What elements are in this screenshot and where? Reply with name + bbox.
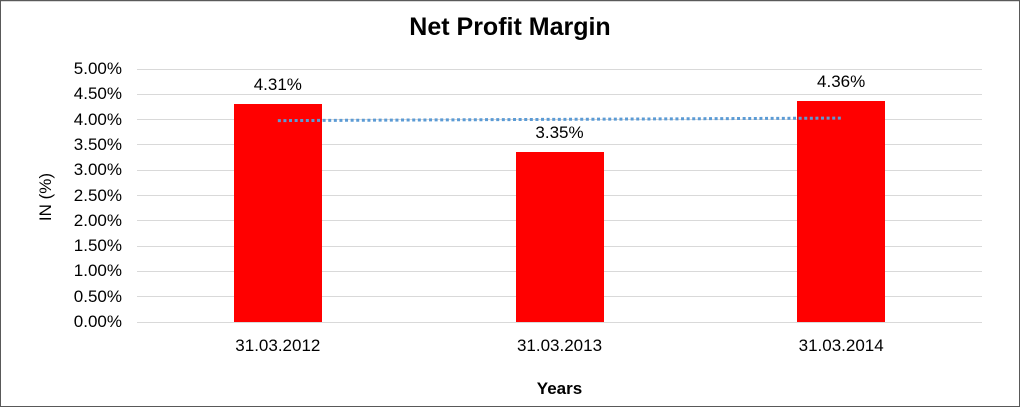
x-axis-title: Years	[536, 379, 583, 398]
y-tick-label: 0.00%	[73, 312, 122, 331]
gridline	[137, 68, 982, 70]
y-tick-label: 3.00%	[73, 160, 122, 180]
x-category-label: 31.03.2012	[235, 336, 321, 355]
bar	[515, 152, 604, 322]
chart-title: Net Profit Margin	[409, 13, 611, 41]
y-tick-label: 4.50%	[73, 84, 122, 104]
bar	[233, 103, 322, 322]
x-category-label: 31.03.2013	[516, 336, 603, 355]
x-category-label: 31.03.2014	[798, 336, 884, 355]
y-tick-label: 0.50%	[73, 286, 122, 306]
y-tick-label: 2.00%	[73, 210, 122, 230]
gridline	[137, 144, 982, 146]
bar	[797, 101, 886, 322]
gridline	[137, 93, 982, 95]
y-tick-label: 3.50%	[73, 134, 122, 154]
gridline	[137, 321, 982, 323]
y-tick-label: 4.00%	[73, 109, 122, 129]
y-tick-label: 1.50%	[73, 236, 122, 256]
bar-data-label: 3.35%	[535, 123, 584, 143]
bar-data-label: 4.31%	[253, 74, 302, 94]
y-tick-label: 1.00%	[73, 261, 122, 281]
y-tick-label: 2.50%	[73, 185, 122, 205]
bar-data-label: 4.36%	[817, 72, 866, 92]
y-tick-label: 5.00%	[73, 59, 122, 78]
